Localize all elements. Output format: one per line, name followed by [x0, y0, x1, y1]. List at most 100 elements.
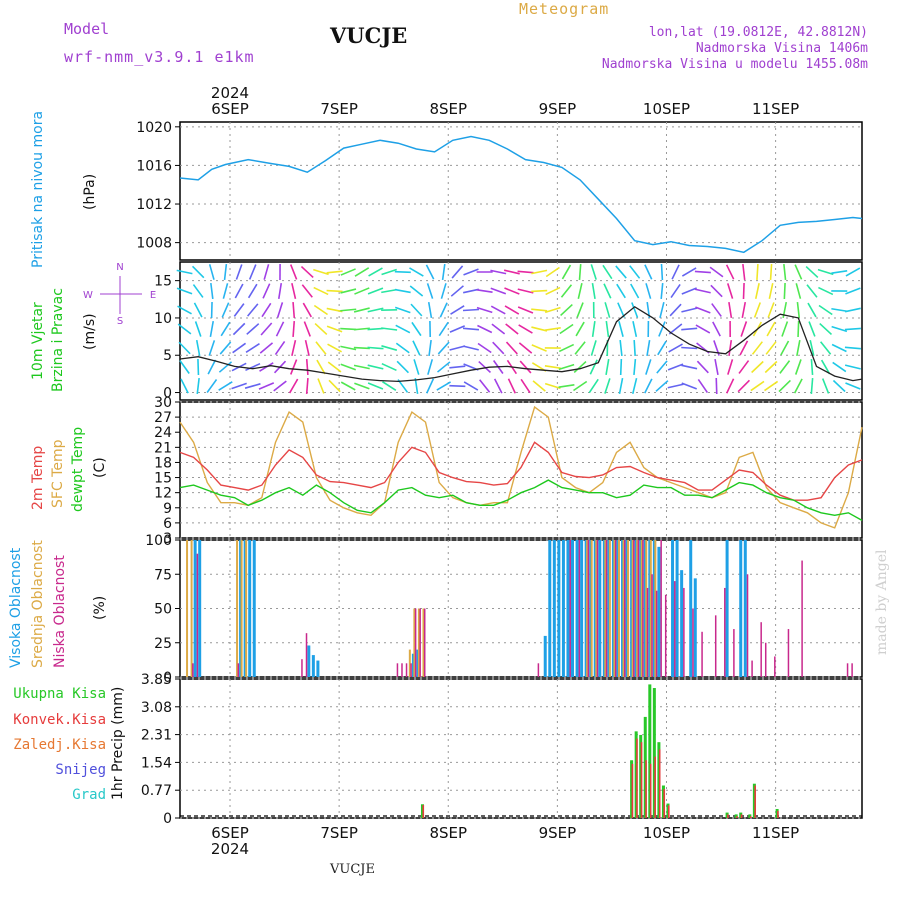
y-tick-label: 0: [163, 811, 172, 827]
wind-arrow: [805, 265, 819, 279]
wind-arrow: [737, 379, 751, 393]
wind-arrow: [463, 268, 479, 276]
wind-arrow: [259, 342, 274, 354]
wind-arrow: [531, 308, 548, 312]
wind-arrow: [559, 323, 574, 335]
cloud-bar-low: [787, 629, 790, 677]
wind-arrow: [462, 308, 480, 312]
wind-speed-line: [179, 306, 863, 383]
cloud-bar-low: [701, 631, 703, 677]
wind-arrow: [232, 322, 246, 336]
wind-arrow: [753, 302, 762, 318]
wind-arrow: [806, 284, 818, 298]
wind-arrow: [301, 284, 313, 298]
wind-arrow: [262, 283, 271, 299]
wind-arrow: [531, 326, 548, 332]
cloud-bar-low: [196, 553, 199, 677]
day-label-top: 9SEP: [539, 100, 577, 118]
model-name: wrf-nmm_v3.9.1 e1km: [64, 48, 255, 66]
wind-arrow: [425, 264, 435, 280]
wind-arrow: [604, 378, 611, 394]
wind-arrow: [750, 380, 765, 392]
wind-arrow: [694, 288, 711, 294]
precip-bar-convective: [658, 749, 661, 818]
cloud-bar-high: [725, 540, 729, 677]
wind-arrow: [381, 362, 397, 372]
cloud-bar-low: [633, 540, 635, 677]
cloud-bar-mid: [613, 540, 616, 677]
wind-arrow: [476, 306, 493, 314]
cloud-bar-low: [624, 540, 626, 677]
day-label-bottom: 7SEP: [320, 824, 358, 842]
cloud-bar-low: [301, 659, 303, 677]
wind-arrow: [177, 323, 192, 335]
cloud-bar-high: [307, 645, 311, 677]
wind-arrow: [845, 382, 861, 390]
wind-arrow: [462, 327, 480, 331]
wind-arrow: [681, 327, 698, 331]
panel-frame: [179, 121, 863, 261]
cloud-bar-mid: [590, 540, 593, 677]
wind-arrow: [831, 307, 848, 313]
y-tick-label: 0.77: [141, 783, 172, 799]
wind-arrow: [368, 267, 383, 277]
wind-arrow: [644, 378, 653, 394]
wind-arrow: [340, 363, 357, 371]
day-label-top: 6SEP: [211, 100, 249, 118]
wind-arrow: [193, 302, 203, 318]
wind-arrow: [492, 341, 505, 355]
wind-arrow: [818, 304, 833, 316]
wind-arrow: [590, 340, 597, 356]
wind-arrow: [738, 360, 750, 374]
cloud-bar-high: [543, 635, 547, 677]
wind-arrow: [303, 321, 311, 337]
wind-arrow: [305, 358, 309, 376]
cloud-bar-high: [548, 540, 552, 677]
cloud-bar-low: [764, 642, 767, 677]
wind-arrow: [477, 342, 492, 354]
wind-arrow: [741, 301, 747, 319]
wind-arrow: [727, 359, 734, 375]
year-label-bottom: 2024: [211, 840, 249, 858]
wind-arrow: [604, 302, 611, 318]
wind-arrow: [618, 321, 624, 337]
day-label-bottom: 9SEP: [539, 824, 577, 842]
wind-arrow: [177, 305, 192, 315]
cloud-bar-low: [569, 540, 571, 677]
wind-arrow: [544, 306, 561, 314]
wind-arrow: [832, 361, 847, 373]
precip-bar-convective: [645, 760, 647, 818]
wind-arrow: [544, 382, 561, 390]
wind-arrow: [728, 301, 733, 319]
wind-arrow: [463, 381, 479, 391]
precip-bar-total: [648, 684, 652, 818]
wind-arrow: [326, 270, 343, 274]
y-tick-label: 3: [163, 531, 172, 547]
wind-arrow: [490, 269, 507, 275]
cloud-bar-high: [311, 655, 315, 677]
y-tick-label: 27: [154, 410, 172, 426]
wind-arrow: [739, 340, 749, 356]
elevation-info: Nadmorska Visina 1406m: [695, 41, 868, 56]
wind-arrow: [247, 303, 259, 317]
wind-arrow: [437, 341, 450, 355]
wind-arrow: [490, 287, 507, 295]
wind-arrow: [367, 346, 384, 350]
cloud-bar-low: [401, 663, 403, 677]
day-label-bottom: 8SEP: [429, 824, 467, 842]
wind-arrow: [754, 283, 760, 299]
wind-arrow: [313, 268, 329, 276]
wind-arrow: [409, 267, 424, 277]
cloud-bar-low: [851, 663, 853, 677]
wind-arrow: [449, 365, 466, 369]
wind-arrow: [381, 345, 398, 351]
wind-arrow: [726, 283, 734, 299]
cloud-bar-low: [751, 660, 753, 677]
station-title: VUCJE: [330, 23, 408, 48]
wind-arrow-field: [176, 263, 861, 395]
wind-arrow: [316, 359, 326, 375]
wind-arrow: [291, 340, 297, 356]
wind-arrow: [505, 323, 519, 335]
wind-arrow: [450, 285, 464, 297]
cloud-bar-high: [689, 540, 693, 677]
